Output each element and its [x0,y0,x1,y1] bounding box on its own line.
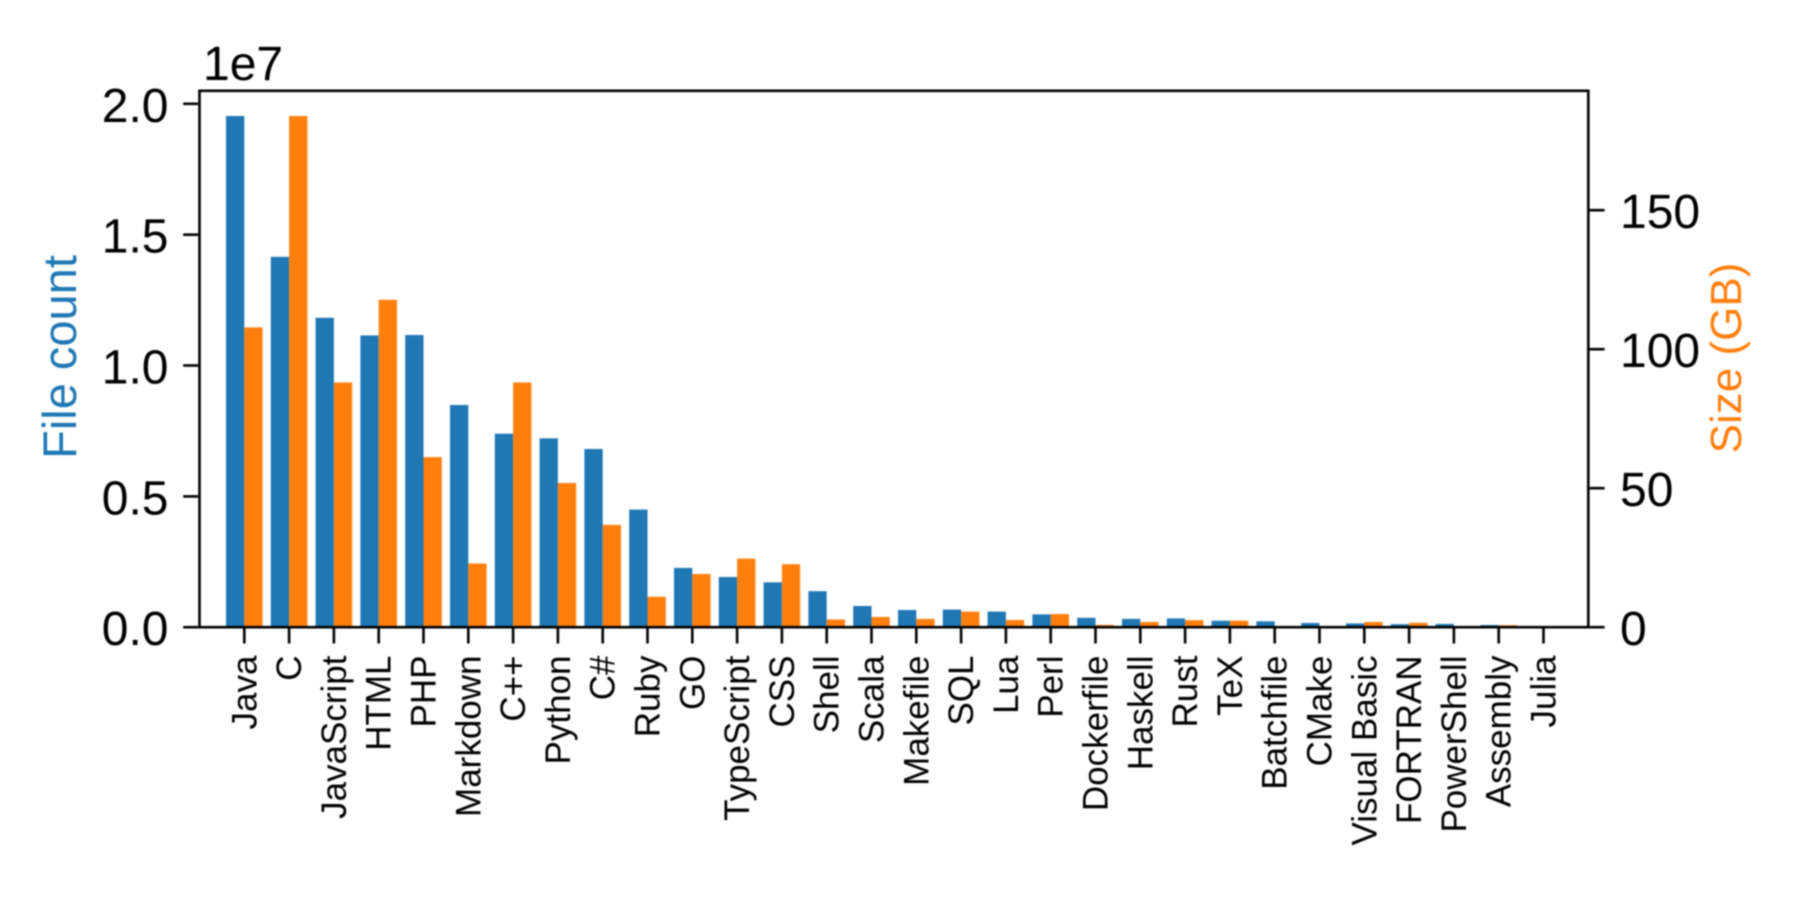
svg-text:Batchfile: Batchfile [1256,656,1295,790]
svg-text:SQL: SQL [942,656,981,726]
svg-text:Assembly: Assembly [1480,655,1519,807]
svg-text:Size (GB): Size (GB) [1702,263,1751,454]
svg-text:HTML: HTML [360,656,399,751]
svg-text:1.0: 1.0 [102,342,169,395]
svg-text:C: C [270,656,309,681]
svg-text:150: 150 [1620,186,1700,239]
svg-text:Dockerfile: Dockerfile [1077,656,1116,812]
svg-text:TypeScript: TypeScript [718,655,757,821]
svg-text:FORTRAN: FORTRAN [1390,656,1429,825]
svg-text:TeX: TeX [1211,656,1250,716]
svg-text:PowerShell: PowerShell [1435,656,1474,833]
svg-text:Perl: Perl [1032,656,1071,718]
svg-text:2.0: 2.0 [102,80,169,133]
svg-text:Java: Java [225,655,264,729]
svg-text:GO: GO [673,656,712,710]
svg-text:Scala: Scala [853,655,892,743]
svg-text:File count: File count [33,255,86,459]
svg-text:0.0: 0.0 [102,603,169,656]
svg-text:50: 50 [1620,464,1673,517]
svg-text:1e7: 1e7 [203,38,283,91]
svg-text:Visual Basic: Visual Basic [1345,656,1384,846]
svg-text:Makefile: Makefile [897,656,936,786]
svg-text:100: 100 [1620,325,1700,378]
svg-text:Rust: Rust [1166,655,1205,727]
svg-text:CSS: CSS [763,656,802,728]
svg-text:Python: Python [539,656,578,765]
svg-text:Shell: Shell [808,656,847,734]
svg-text:JavaScript: JavaScript [315,655,354,819]
svg-text:C++: C++ [494,656,533,722]
svg-text:Markdown: Markdown [449,656,488,817]
svg-text:C#: C# [584,655,623,700]
svg-text:PHP: PHP [405,656,444,728]
svg-text:CMake: CMake [1301,656,1340,767]
svg-text:0: 0 [1620,603,1647,656]
svg-text:0.5: 0.5 [102,472,169,525]
svg-text:Lua: Lua [987,655,1026,714]
svg-text:Ruby: Ruby [629,655,668,737]
svg-text:Julia: Julia [1525,655,1564,728]
svg-text:Haskell: Haskell [1121,656,1160,771]
svg-text:1.5: 1.5 [102,211,169,264]
